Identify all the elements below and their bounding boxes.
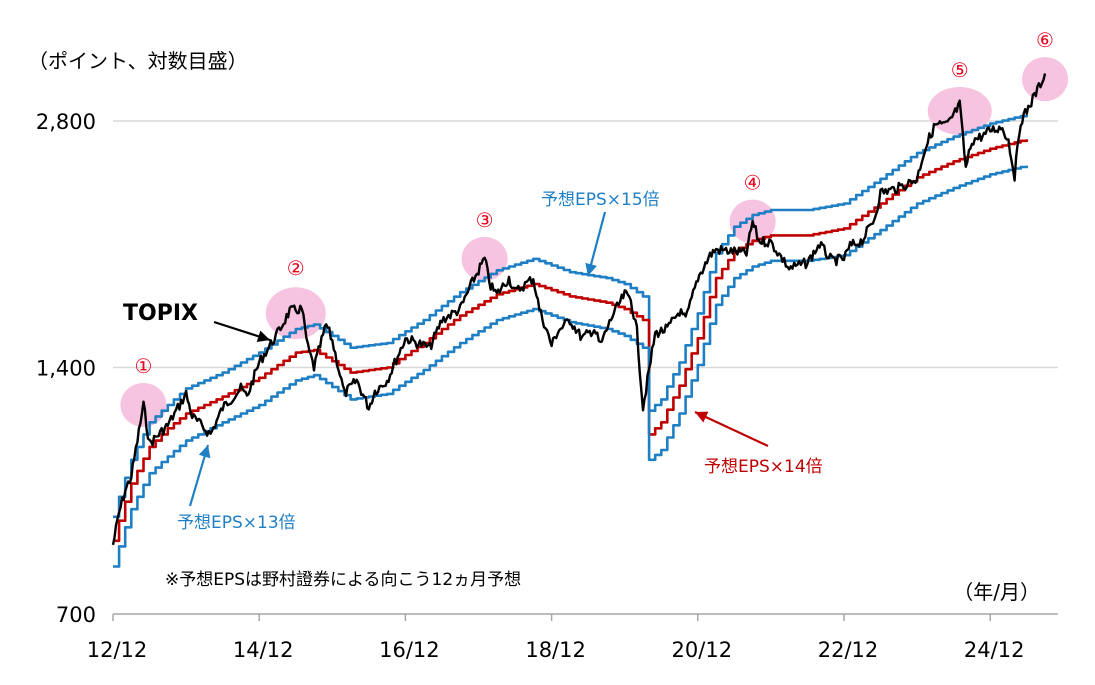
series-lines [111, 73, 1047, 568]
annotation-arrowhead [198, 445, 211, 459]
x-unit-label: （年/月） [953, 580, 1040, 604]
y-tick-label: 1,400 [36, 357, 96, 381]
y-tick-label: 2,800 [36, 110, 96, 134]
annotation-arrow [694, 411, 769, 447]
annotation-arrowhead [695, 411, 709, 423]
peak-number-label: ④ [744, 171, 762, 195]
x-tick-label: 16/12 [379, 638, 440, 662]
peak-number-label: ② [287, 256, 305, 280]
annotation-arrowhead [256, 330, 270, 342]
y-unit-label: （ポイント、対数目盛） [28, 49, 248, 73]
footnote: ※予想EPSは野村證券による向こう12ヵ月予想 [165, 570, 521, 590]
peak-highlight-ellipse [1022, 57, 1069, 102]
peak-number-label: ③ [476, 208, 494, 232]
x-tick-label: 20/12 [672, 638, 733, 662]
eps-15x-label: 予想EPS×15倍 [541, 190, 660, 210]
x-tick-label: 12/12 [87, 638, 148, 662]
eps-13x-line [113, 165, 1029, 568]
x-tick-label: 18/12 [525, 638, 586, 662]
y-tick-label: 700 [56, 603, 96, 627]
peak-number-label: ⑥ [1036, 28, 1054, 52]
eps-15x-line [113, 114, 1029, 519]
peak-number-label: ① [134, 354, 152, 378]
x-tick-label: 22/12 [818, 638, 879, 662]
topix-line [111, 73, 1047, 546]
grid-lines [113, 120, 1058, 369]
x-tick-label: 24/12 [964, 638, 1025, 662]
eps-14x-line [113, 139, 1029, 543]
axes: 700 1,400 2,800 12/12 14/12 16/12 18/12 20/12 22… [36, 110, 1058, 662]
x-tick-label: 14/12 [233, 638, 294, 662]
eps-14x-label: 予想EPS×14倍 [704, 457, 823, 477]
annotation-arrowhead [585, 262, 597, 276]
eps-13x-label: 予想EPS×13倍 [177, 513, 296, 533]
topix-label: TOPIX [123, 301, 198, 326]
peak-number-label: ⑤ [951, 58, 969, 82]
